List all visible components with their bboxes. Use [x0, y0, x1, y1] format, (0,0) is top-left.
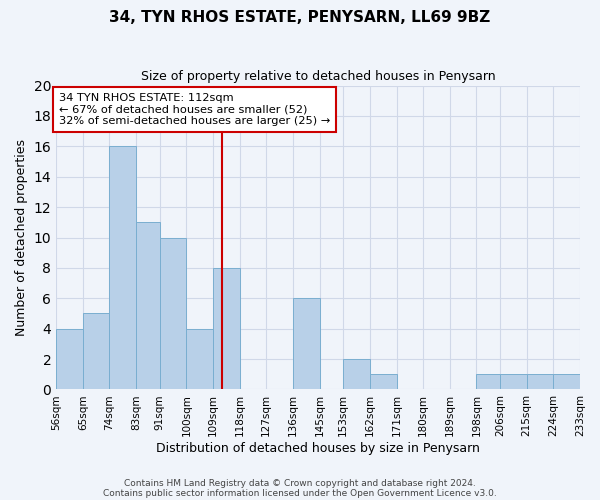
Text: 34 TYN RHOS ESTATE: 112sqm
← 67% of detached houses are smaller (52)
32% of semi: 34 TYN RHOS ESTATE: 112sqm ← 67% of deta… — [59, 93, 331, 126]
Text: Contains HM Land Registry data © Crown copyright and database right 2024.
Contai: Contains HM Land Registry data © Crown c… — [103, 479, 497, 498]
Bar — [293, 298, 320, 390]
Bar — [343, 359, 370, 390]
Title: Size of property relative to detached houses in Penysarn: Size of property relative to detached ho… — [141, 70, 496, 83]
Bar — [500, 374, 527, 390]
Bar — [109, 146, 136, 390]
Bar — [476, 374, 500, 390]
Y-axis label: Number of detached properties: Number of detached properties — [15, 139, 28, 336]
Bar — [160, 238, 187, 390]
Text: 34, TYN RHOS ESTATE, PENYSARN, LL69 9BZ: 34, TYN RHOS ESTATE, PENYSARN, LL69 9BZ — [109, 10, 491, 25]
Bar — [213, 268, 239, 390]
Bar — [187, 328, 213, 390]
Bar — [527, 374, 553, 390]
Bar — [56, 328, 83, 390]
X-axis label: Distribution of detached houses by size in Penysarn: Distribution of detached houses by size … — [156, 442, 480, 455]
Bar — [370, 374, 397, 390]
Bar — [553, 374, 580, 390]
Bar — [136, 222, 160, 390]
Bar — [83, 314, 109, 390]
